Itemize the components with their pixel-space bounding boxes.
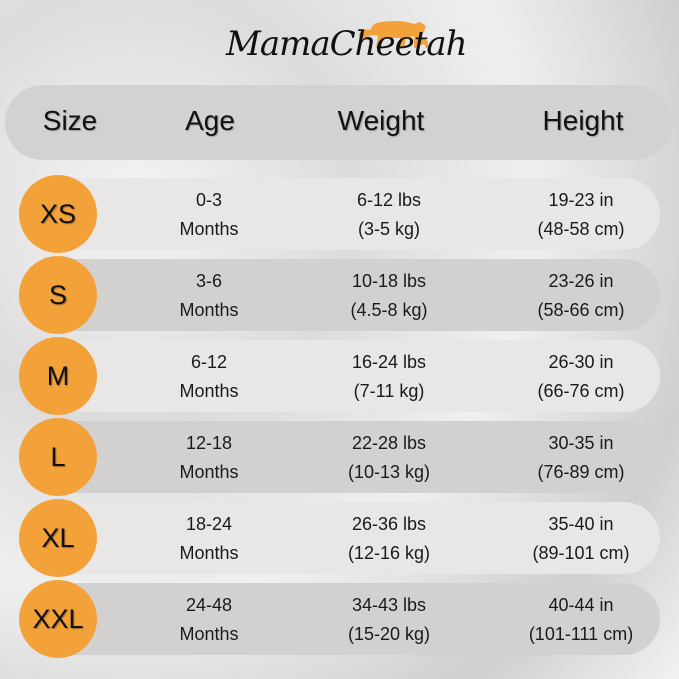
- header-age: Age: [185, 105, 235, 136]
- height-cell-line: (66-76 cm): [537, 381, 625, 401]
- table-row: 24-48 Months 34-43 lbs (15-20 kg) 40-44 in (1…: [60, 583, 660, 655]
- weight-cell-line: 22-28 lbs: [351, 433, 427, 453]
- brand-name: MamaCheetah: [226, 24, 468, 64]
- size-badge: L: [19, 418, 97, 496]
- age-cell-line: 3-6: [195, 271, 222, 291]
- age-cell-line: Months: [179, 462, 239, 482]
- weight-cell: 6-12 lbs (3-5 kg): [357, 186, 421, 244]
- weight-cell: 16-24 lbs (7-11 kg): [352, 348, 426, 406]
- weight-cell-line: (4.5-8 kg): [350, 300, 428, 320]
- height-cell-line: 40-44 in: [548, 595, 614, 615]
- weight-cell-line: (12-16 kg): [347, 543, 431, 563]
- header-weight: Weight: [337, 105, 425, 136]
- age-cell: 3-6 Months: [179, 267, 238, 325]
- height-cell-line: 19-23 in: [548, 190, 614, 210]
- height-cell-line: (48-58 cm): [537, 219, 625, 239]
- height-cell: 19-23 in (48-58 cm): [537, 186, 624, 244]
- size-badge: XS: [19, 175, 97, 253]
- size-badge: XXL: [19, 580, 97, 658]
- height-cell: 35-40 in (89-101 cm): [532, 510, 629, 568]
- weight-cell-line: 26-36 lbs: [351, 514, 427, 534]
- height-cell-line: (76-89 cm): [537, 462, 625, 482]
- weight-cell: 26-36 lbs (12-16 kg): [348, 510, 430, 568]
- height-cell-line: (58-66 cm): [537, 300, 625, 320]
- age-cell: 24-48 Months: [179, 591, 238, 649]
- weight-cell-line: (15-20 kg): [347, 624, 431, 644]
- age-cell: 6-12 Months: [179, 348, 238, 406]
- size-badge: S: [19, 256, 97, 334]
- height-cell-line: 26-30 in: [548, 352, 614, 372]
- header-size: Size: [42, 105, 98, 136]
- age-cell-line: 12-18: [185, 433, 233, 453]
- age-cell: 0-3 Months: [179, 186, 238, 244]
- cheetah-icon: [358, 21, 428, 48]
- age-cell-line: 18-24: [185, 514, 233, 534]
- height-cell-line: 30-35 in: [548, 433, 614, 453]
- table-row: 18-24 Months 26-36 lbs (12-16 kg) 35-40 in (8…: [60, 502, 660, 574]
- age-cell-line: Months: [179, 624, 239, 644]
- size-badge: M: [19, 337, 97, 415]
- height-cell: 26-30 in (66-76 cm): [537, 348, 624, 406]
- age-cell-line: 6-12: [190, 352, 228, 372]
- age-cell-line: Months: [179, 219, 239, 239]
- weight-cell: 10-18 lbs (4.5-8 kg): [350, 267, 427, 325]
- header-height: Height: [542, 105, 624, 136]
- age-cell: 12-18 Months: [179, 429, 238, 487]
- age-cell-line: Months: [179, 543, 239, 563]
- height-cell-line: 35-40 in: [548, 514, 614, 534]
- table-row: 6-12 Months 16-24 lbs (7-11 kg) 26-30 in (66-…: [60, 340, 660, 412]
- height-cell: 30-35 in (76-89 cm): [537, 429, 624, 487]
- height-cell-line: (101-111 cm): [528, 624, 634, 644]
- height-cell-line: (89-101 cm): [532, 543, 630, 563]
- age-cell-line: Months: [179, 381, 239, 401]
- weight-cell-line: 16-24 lbs: [351, 352, 427, 372]
- size-badge: XL: [19, 499, 97, 577]
- age-cell-line: Months: [179, 300, 239, 320]
- height-cell: 40-44 in (101-111 cm): [529, 591, 633, 649]
- brand-logo: MamaCheetah: [222, 18, 468, 70]
- weight-cell: 22-28 lbs (10-13 kg): [348, 429, 430, 487]
- weight-cell-line: 6-12 lbs: [356, 190, 422, 210]
- height-cell: 23-26 in (58-66 cm): [537, 267, 624, 325]
- age-cell-line: 24-48: [185, 595, 233, 615]
- age-cell-line: 0-3: [195, 190, 222, 210]
- table-row: 12-18 Months 22-28 lbs (10-13 kg) 30-35 in (7…: [60, 421, 660, 493]
- height-cell-line: 23-26 in: [548, 271, 614, 291]
- weight-cell-line: 10-18 lbs: [351, 271, 427, 291]
- table-header: Size Age Weight Height: [5, 85, 672, 160]
- weight-cell: 34-43 lbs (15-20 kg): [348, 591, 430, 649]
- age-cell: 18-24 Months: [179, 510, 238, 568]
- weight-cell-line: (7-11 kg): [353, 381, 425, 401]
- table-row: 0-3 Months 6-12 lbs (3-5 kg) 19-23 in (48-58 …: [60, 178, 660, 250]
- table-row: 3-6 Months 10-18 lbs (4.5-8 kg) 23-26 in (58-…: [60, 259, 660, 331]
- weight-cell-line: (3-5 kg): [357, 219, 421, 239]
- weight-cell-line: 34-43 lbs: [351, 595, 427, 615]
- weight-cell-line: (10-13 kg): [347, 462, 431, 482]
